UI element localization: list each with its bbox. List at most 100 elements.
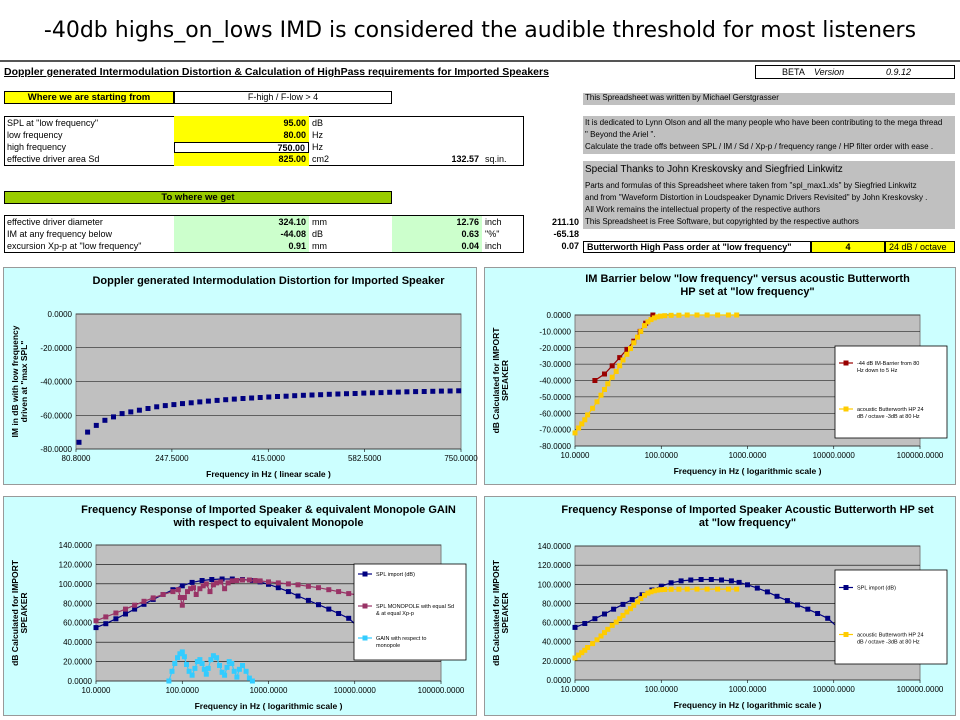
input-low-frequency-field[interactable]: 80.00 (283, 130, 306, 140)
inputs-yellow-bg (174, 116, 309, 166)
data-point (642, 323, 647, 329)
data-point (651, 588, 657, 594)
input-spl-field[interactable]: 95.00 (283, 118, 306, 128)
y-tick-label: 0.0000 (547, 676, 572, 685)
y-tick-label: 20.0000 (63, 658, 92, 667)
data-point (225, 580, 231, 586)
data-point (266, 579, 271, 585)
y-tick-label: 120.0000 (59, 560, 93, 569)
data-point (628, 606, 633, 612)
data-point (413, 389, 419, 395)
data-point (295, 593, 301, 599)
data-point (234, 578, 240, 583)
data-point (590, 405, 596, 411)
x-tick-label: 10000.0000 (813, 451, 856, 460)
data-point (662, 587, 668, 592)
data-point (275, 580, 281, 586)
data-point (684, 586, 690, 592)
butterworth-order-field[interactable]: 4 (811, 241, 885, 253)
data-point (257, 578, 263, 584)
data-point (825, 615, 831, 621)
data-point (624, 609, 630, 615)
data-point (119, 411, 125, 417)
data-point (815, 611, 821, 616)
data-point (275, 585, 281, 591)
legend-label: SPL import (dB) (376, 572, 415, 578)
result-header: To where we get (4, 191, 392, 204)
y-tick-label: 80.0000 (63, 599, 92, 608)
legend-swatch-marker (843, 632, 849, 637)
x-tick-label: 100.0000 (645, 685, 679, 694)
data-point (602, 371, 607, 377)
result-diameter-unit: mm (312, 217, 327, 227)
data-point (725, 586, 731, 592)
input-high-frequency-field[interactable]: 750.00 (174, 142, 309, 153)
data-point (193, 592, 199, 597)
data-point (295, 582, 301, 588)
chart-title-line: with respect to equivalent Monopole (172, 517, 363, 529)
note-author: This Spreadsheet was written by Michael … (583, 93, 955, 105)
result-im-value-2: 0.63 (461, 229, 479, 239)
data-point (305, 583, 311, 589)
note-thanks-1: Parts and formulas of this Spreadsheet w… (585, 181, 917, 190)
data-point (93, 422, 99, 428)
data-point (203, 671, 209, 677)
result-label-diameter: effective driver diameter (7, 217, 103, 227)
data-point (179, 602, 185, 608)
version-label: Version (814, 67, 845, 77)
data-point (648, 589, 654, 595)
data-point (648, 317, 654, 323)
data-point (387, 389, 393, 395)
data-point (736, 579, 742, 585)
data-point (609, 374, 615, 380)
input-unit-spl: dB (312, 118, 324, 128)
y-tick-label: 0.0000 (547, 311, 572, 320)
data-point (132, 606, 138, 612)
extra-value-1: 211.10 (551, 217, 579, 227)
data-point (592, 378, 598, 383)
result-im-value: -44.08 (280, 229, 306, 239)
data-point (205, 398, 211, 404)
data-point (594, 399, 600, 405)
data-point (305, 597, 311, 603)
result-diameter-value-2: 12.76 (456, 217, 479, 227)
data-point (628, 346, 633, 352)
data-point (336, 611, 342, 616)
data-point (209, 577, 215, 582)
data-point (774, 593, 780, 599)
x-tick-label: 10000.0000 (813, 685, 856, 694)
data-point (128, 409, 134, 415)
series-1 (572, 312, 740, 436)
data-point (136, 407, 142, 413)
x-tick-label: 582.5000 (348, 454, 382, 463)
y-tick-label: -60.0000 (40, 411, 72, 420)
data-point (76, 439, 82, 445)
beta-label: BETA (782, 67, 805, 77)
legend-label: Hz down to 5 Hz (857, 368, 898, 374)
data-point (150, 595, 156, 601)
y-tick-label: -40.0000 (539, 377, 571, 386)
butterworth-slope: 24 dB / octave (885, 241, 955, 253)
data-point (246, 577, 252, 583)
data-point (719, 577, 724, 583)
start-header: Where we are starting from (4, 91, 174, 104)
legend-label: SPL import (dB) (857, 586, 896, 592)
data-point (103, 621, 109, 627)
y-tick-label: -20.0000 (40, 344, 72, 353)
data-point (186, 668, 192, 674)
result-im-unit-2: "%" (485, 229, 500, 239)
data-point (199, 578, 205, 583)
data-point (257, 395, 263, 400)
chart-title-line: at "low frequency" (699, 517, 796, 529)
data-point (725, 312, 731, 318)
series-1 (93, 577, 361, 624)
data-point (684, 312, 690, 318)
y-tick-label: -80.0000 (539, 442, 571, 451)
data-point (708, 577, 714, 582)
result-excursion-unit: mm (312, 241, 327, 251)
data-point (236, 666, 242, 672)
data-point (222, 586, 228, 592)
x-tick-label: 100000.0000 (897, 685, 944, 694)
input-driver-area-field[interactable]: 825.00 (278, 154, 306, 164)
data-point (346, 615, 352, 621)
